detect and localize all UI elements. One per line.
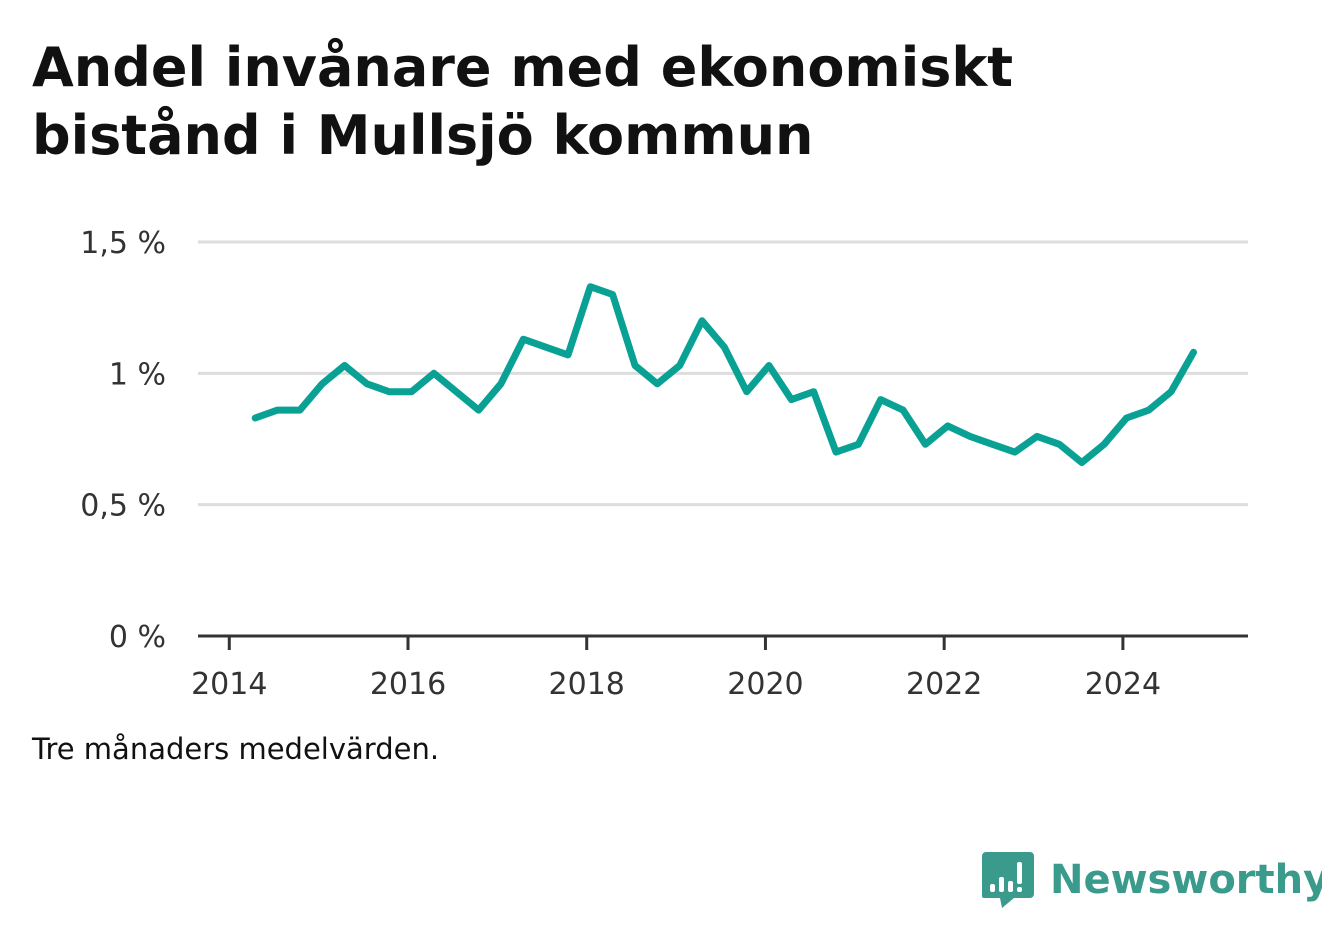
x-tick-label: 2018 [549, 667, 625, 702]
y-tick-label: 1,5 % [80, 226, 166, 261]
series-layer [251, 283, 1197, 467]
newsworthy-logo: Newsworthy [980, 850, 1322, 910]
brand-name: Newsworthy [1050, 857, 1322, 903]
y-tick-label: 1 % [109, 357, 166, 392]
newsworthy-chart-bubble-icon [982, 852, 1034, 908]
series-line-0 [251, 283, 1197, 467]
x-tick-label: 2022 [906, 667, 982, 702]
x-tick-label: 2016 [370, 667, 446, 702]
x-tick-label: 2024 [1085, 667, 1161, 702]
grid-layer [198, 240, 1248, 638]
chart-title: Andel invånare med ekonomiskt bistånd i … [32, 34, 1282, 170]
chart-note: Tre månaders medelvärden. [32, 732, 440, 766]
chart-title-line-2: bistånd i Mullsjö kommun [32, 104, 814, 167]
x-tick-labels: 2014 2016 2018 2020 2022 2024 [191, 636, 1161, 702]
x-tick-label: 2014 [191, 667, 267, 702]
chart-title-line-1: Andel invånare med ekonomiskt [32, 36, 1014, 99]
y-tick-label: 0 % [109, 620, 166, 655]
x-tick-label: 2020 [727, 667, 803, 702]
y-tick-labels: 0 % 0,5 % 1 % 1,5 % [80, 226, 166, 655]
y-tick-label: 0,5 % [80, 489, 166, 524]
